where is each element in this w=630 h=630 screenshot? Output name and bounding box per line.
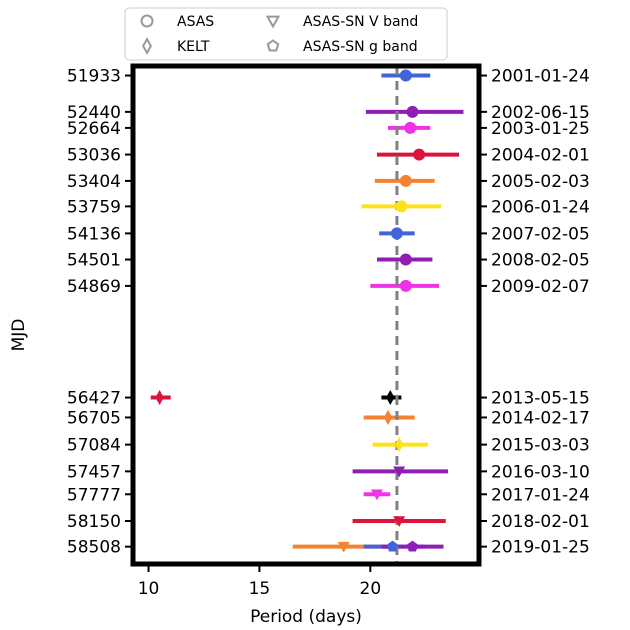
left-tick-label: 56705 xyxy=(67,408,121,428)
right-tick-label: 2004-02-01 xyxy=(491,146,590,166)
right-tick-label: 2015-03-03 xyxy=(491,436,590,456)
data-point xyxy=(399,279,412,292)
legend-marker xyxy=(140,14,154,28)
right-tick-label: 2013-05-15 xyxy=(491,389,590,409)
legend-label: ASAS-SN V band xyxy=(303,14,418,30)
left-tick-label: 58150 xyxy=(67,512,121,532)
plot-frame xyxy=(130,63,482,567)
data-point xyxy=(337,541,350,553)
data-point xyxy=(383,409,393,425)
left-tick-label: 57777 xyxy=(67,485,121,505)
right-tick-label: 2007-02-05 xyxy=(491,224,590,244)
legend-marker xyxy=(142,37,152,55)
left-tick-label: 53404 xyxy=(67,172,121,192)
right-tick-label: 2005-02-03 xyxy=(491,172,590,192)
left-tick-label: 56427 xyxy=(67,389,121,409)
legend-box xyxy=(124,7,448,61)
legend-label: KELT xyxy=(177,39,210,55)
left-tick-label: 52440 xyxy=(67,103,121,123)
right-tick-label: 2003-01-25 xyxy=(491,119,590,139)
y-axis-label: MJD xyxy=(9,319,29,352)
data-point xyxy=(406,540,419,552)
x-axis-ticks: 10 15 20 xyxy=(138,564,381,599)
left-tick-label: 53759 xyxy=(67,197,121,217)
legend-label: ASAS-SN g band xyxy=(303,39,418,55)
left-tick-label: 57084 xyxy=(67,436,121,456)
data-point xyxy=(399,174,412,187)
data-markers xyxy=(155,69,426,553)
left-tick-label: 52664 xyxy=(67,119,121,139)
data-point xyxy=(395,200,408,213)
legend-marker xyxy=(266,39,280,52)
data-point xyxy=(399,253,412,266)
data-point xyxy=(155,390,164,406)
right-tick-label: 2014-02-17 xyxy=(491,408,590,428)
right-tick-label: 2001-01-24 xyxy=(491,67,590,87)
data-point xyxy=(386,390,395,406)
left-tick-label: 58508 xyxy=(67,538,121,558)
left-tick-label: 51933 xyxy=(67,67,121,87)
error-bars xyxy=(150,73,464,549)
legend: ASAS KELT ASAS-SN V band ASAS-SN g band xyxy=(124,7,448,61)
legend-label: ASAS xyxy=(177,14,214,30)
left-tick-label: 54501 xyxy=(67,251,121,271)
right-tick-label: 2018-02-01 xyxy=(491,512,590,532)
right-tick-label: 2009-02-07 xyxy=(491,277,590,297)
right-tick-label: 2008-02-05 xyxy=(491,251,590,271)
x-axis-label: Period (days) xyxy=(250,607,362,627)
right-tick-label: 2002-06-15 xyxy=(491,103,590,123)
right-tick-label: 2006-01-24 xyxy=(491,197,590,217)
left-tick-label: 53036 xyxy=(67,146,121,166)
data-point xyxy=(399,69,412,82)
left-tick-label: 54136 xyxy=(67,224,121,244)
data-point xyxy=(370,489,383,501)
x-tick-label: 20 xyxy=(360,579,382,599)
right-tick-label: 2017-01-24 xyxy=(491,485,590,505)
data-point xyxy=(386,540,399,552)
left-tick-label: 54869 xyxy=(67,277,121,297)
data-point xyxy=(413,148,426,161)
data-point xyxy=(394,437,404,453)
data-point xyxy=(393,466,406,478)
data-point xyxy=(406,105,419,118)
x-tick-label: 15 xyxy=(249,579,271,599)
left-tick-label: 57457 xyxy=(67,462,121,482)
data-point xyxy=(390,227,403,240)
x-tick-label: 10 xyxy=(138,579,160,599)
legend-marker xyxy=(265,15,281,29)
data-point xyxy=(393,516,406,528)
data-point xyxy=(404,121,417,134)
right-tick-label: 2019-01-25 xyxy=(491,538,590,558)
right-tick-label: 2016-03-10 xyxy=(491,462,590,482)
